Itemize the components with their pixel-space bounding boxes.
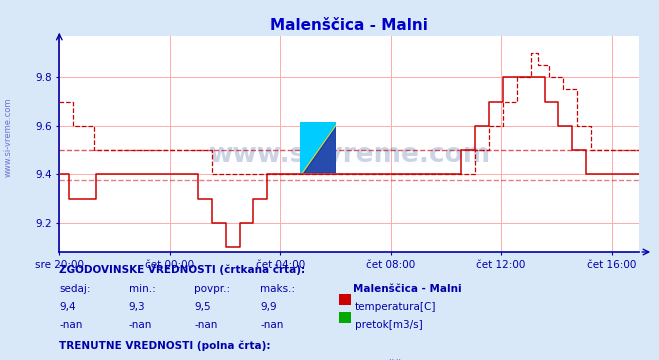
Polygon shape (300, 122, 336, 173)
Polygon shape (302, 126, 336, 173)
Text: 9,9: 9,9 (260, 302, 277, 312)
Text: -nan: -nan (194, 320, 217, 330)
Text: Malenščica - Malni: Malenščica - Malni (353, 284, 461, 294)
Text: ZGODOVINSKE VREDNOSTI (črtkana črta):: ZGODOVINSKE VREDNOSTI (črtkana črta): (59, 265, 305, 275)
Text: min.:: min.: (129, 284, 156, 294)
Polygon shape (300, 122, 336, 173)
Text: www.si-vreme.com: www.si-vreme.com (3, 97, 13, 176)
Text: pretok[m3/s]: pretok[m3/s] (355, 320, 422, 330)
Text: maks.:: maks.: (260, 284, 295, 294)
Title: Malenščica - Malni: Malenščica - Malni (270, 18, 428, 33)
Text: povpr.:: povpr.: (194, 284, 231, 294)
Text: temperatura[C]: temperatura[C] (355, 302, 436, 312)
Text: 9,5: 9,5 (194, 302, 211, 312)
Text: -nan: -nan (129, 320, 152, 330)
Text: 9,3: 9,3 (129, 302, 145, 312)
Text: -nan: -nan (59, 320, 82, 330)
Text: TRENUTNE VREDNOSTI (polna črta):: TRENUTNE VREDNOSTI (polna črta): (59, 340, 271, 351)
Text: www.si-vreme.com: www.si-vreme.com (208, 142, 490, 168)
Text: sedaj:: sedaj: (59, 284, 91, 294)
Text: -nan: -nan (260, 320, 283, 330)
Text: 9,4: 9,4 (59, 302, 76, 312)
